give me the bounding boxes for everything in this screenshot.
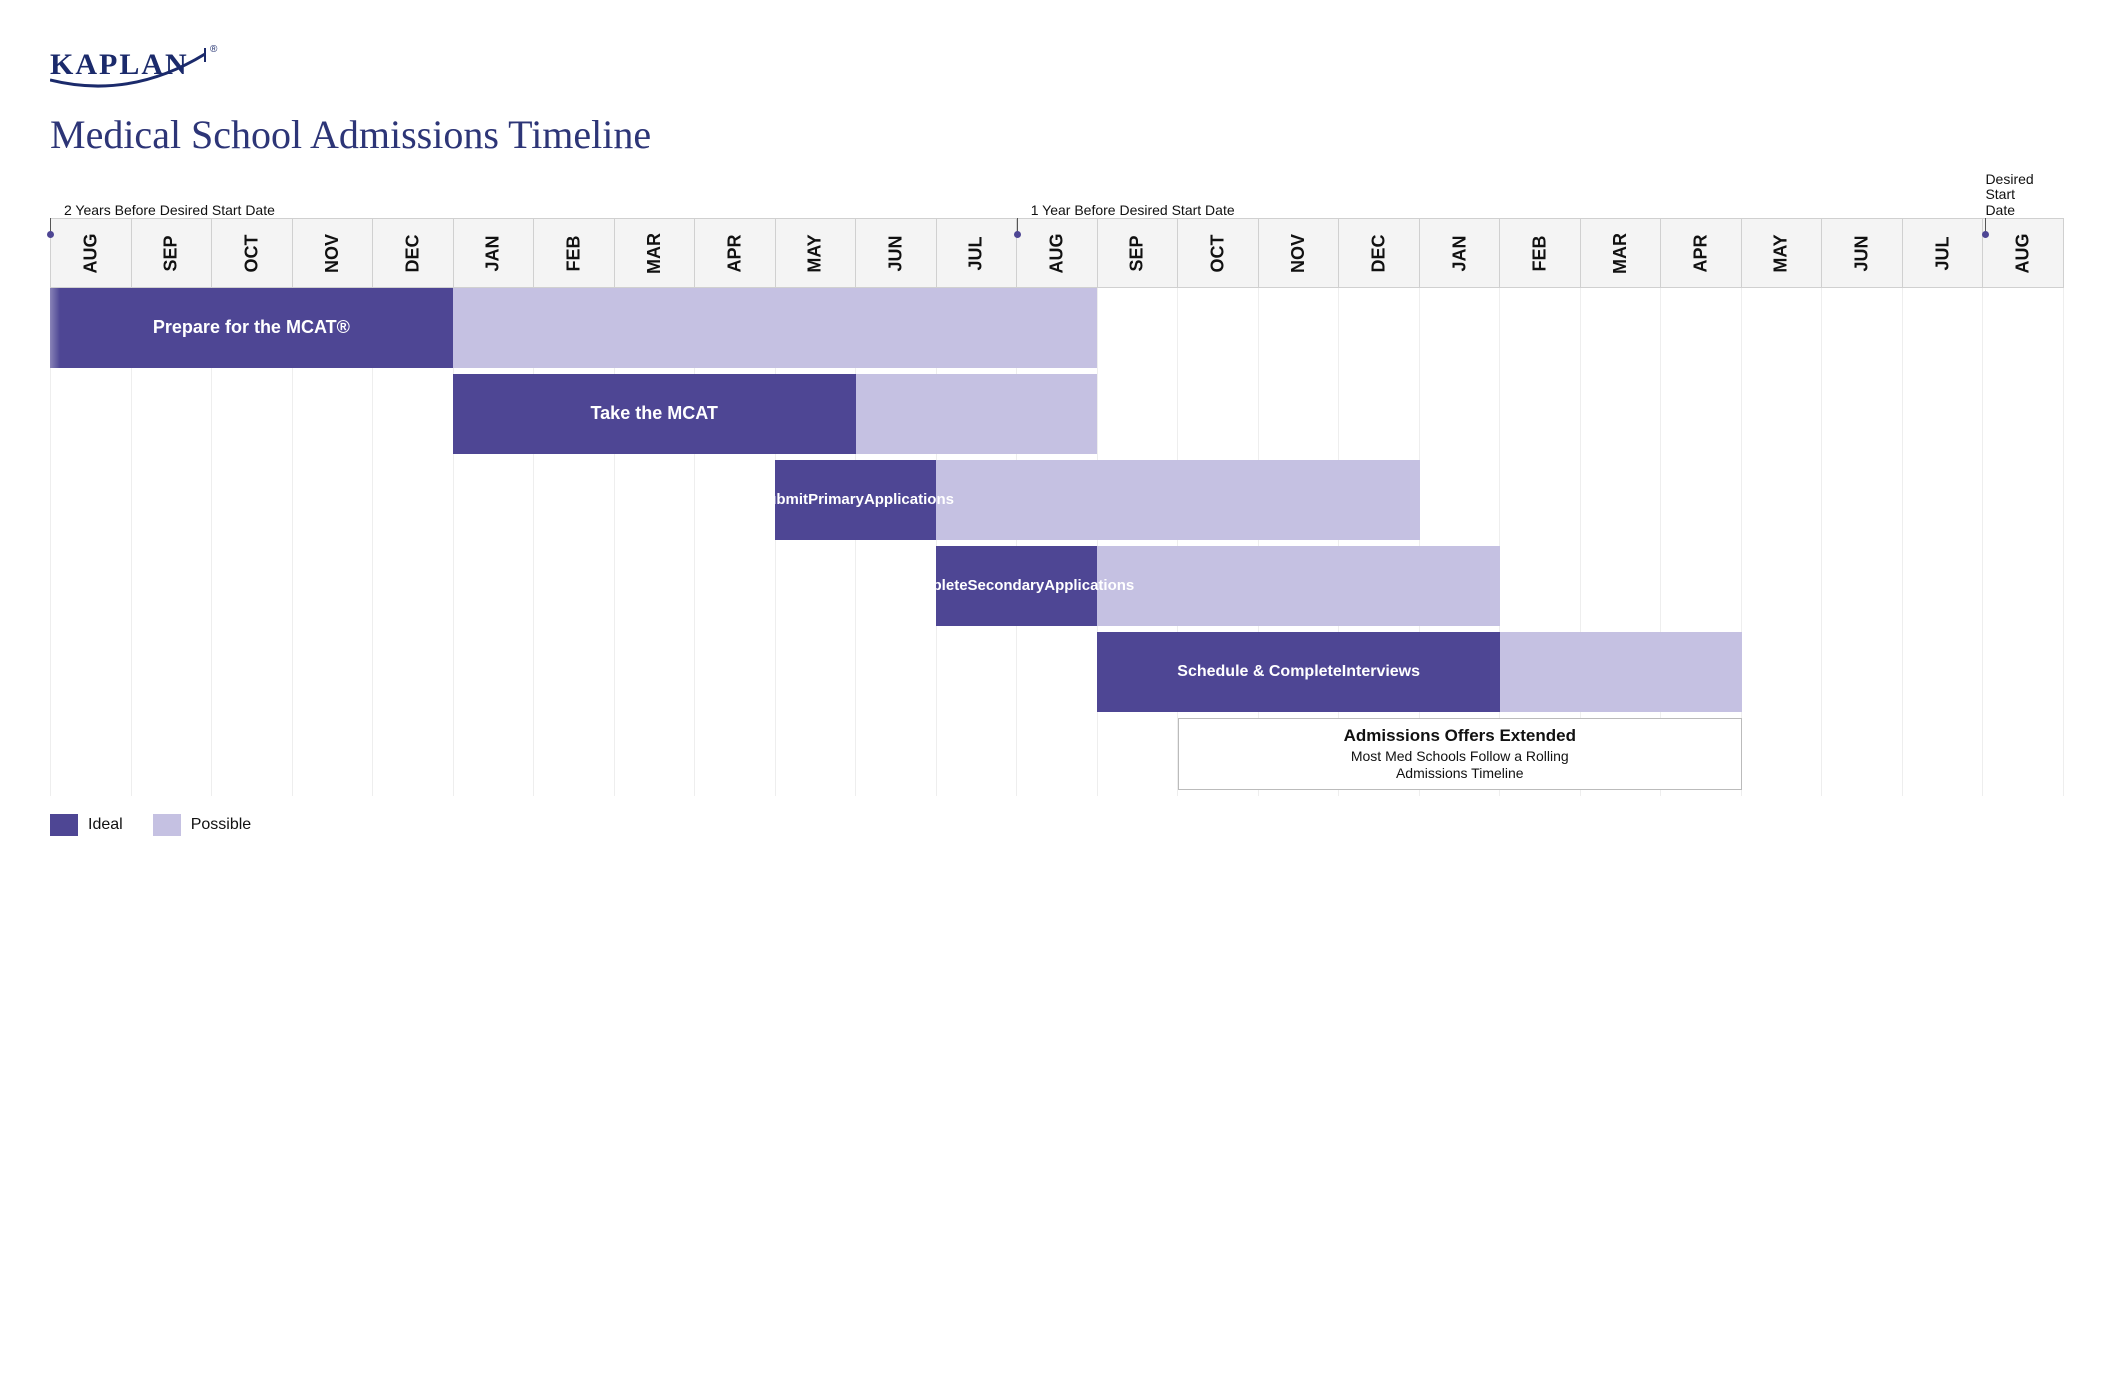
month-header-cell: SEP <box>1097 218 1178 288</box>
timeline-row: CompleteSecondaryApplications <box>50 546 2064 626</box>
month-header-cell: AUG <box>50 218 131 288</box>
legend-swatch-possible <box>153 814 181 836</box>
bar-ideal: Schedule & CompleteInterviews <box>1097 632 1500 712</box>
month-header-cell: FEB <box>533 218 614 288</box>
month-header-cell: MAR <box>1580 218 1661 288</box>
timeline-rows: Prepare for the MCAT®Take the MCATSubmit… <box>50 288 2064 790</box>
month-header-cell: JUL <box>936 218 1017 288</box>
registered-mark: ® <box>210 44 218 55</box>
bar-possible <box>453 288 1097 368</box>
month-header-cell: NOV <box>1258 218 1339 288</box>
timeline-marker: 1 Year Before Desired Start Date <box>1017 202 1235 218</box>
timeline-markers: 2 Years Before Desired Start Date 1 Year … <box>50 178 2064 218</box>
brand-logo: KAPLAN ® <box>50 40 2064 101</box>
timeline-row: Schedule & CompleteInterviews <box>50 632 2064 712</box>
bar-ideal: SubmitPrimaryApplications <box>775 460 936 540</box>
month-header-cell: NOV <box>292 218 373 288</box>
month-header-cell: AUG <box>1982 218 2064 288</box>
timeline-marker: 2 Years Before Desired Start Date <box>50 202 275 218</box>
month-header-cell: MAY <box>775 218 856 288</box>
month-header-cell: MAR <box>614 218 695 288</box>
month-header-cell: APR <box>694 218 775 288</box>
bar-possible <box>1500 632 1742 712</box>
month-header-cell: DEC <box>372 218 453 288</box>
brand-wordmark: KAPLAN <box>50 48 189 81</box>
legend-item-possible: Possible <box>153 814 251 836</box>
timeline-marker: DesiredStartDate <box>1985 172 2033 218</box>
legend-item-ideal: Ideal <box>50 814 123 836</box>
month-header-cell: OCT <box>1177 218 1258 288</box>
month-header-row: AUGSEPOCTNOVDECJANFEBMARAPRMAYJUNJULAUGS… <box>50 218 2064 288</box>
bar-possible <box>1097 546 1500 626</box>
month-header-cell: SEP <box>131 218 212 288</box>
timeline-row: Take the MCAT <box>50 374 2064 454</box>
legend: Ideal Possible <box>50 814 2064 836</box>
timeline-chart: 2 Years Before Desired Start Date 1 Year … <box>50 178 2064 796</box>
offers-box: Admissions Offers ExtendedMost Med Schoo… <box>1178 718 1742 790</box>
page-title: Medical School Admissions Timeline <box>50 111 2064 158</box>
bar-possible <box>856 374 1098 454</box>
month-header-cell: JUN <box>855 218 936 288</box>
month-header-cell: OCT <box>211 218 292 288</box>
month-header-cell: AUG <box>1016 218 1097 288</box>
month-header-cell: FEB <box>1499 218 1580 288</box>
legend-label-ideal: Ideal <box>88 816 123 834</box>
month-header-cell: JAN <box>1419 218 1500 288</box>
legend-swatch-ideal <box>50 814 78 836</box>
month-header-cell: MAY <box>1741 218 1822 288</box>
bar-ideal: CompleteSecondaryApplications <box>936 546 1097 626</box>
month-header-cell: JAN <box>453 218 534 288</box>
timeline-row: SubmitPrimaryApplications <box>50 460 2064 540</box>
bar-possible <box>936 460 1419 540</box>
timeline-row-offers: Admissions Offers ExtendedMost Med Schoo… <box>50 718 2064 790</box>
timeline-row: Prepare for the MCAT® <box>50 288 2064 368</box>
bar-ideal: Prepare for the MCAT® <box>50 288 453 368</box>
legend-label-possible: Possible <box>191 816 251 834</box>
month-header-cell: APR <box>1660 218 1741 288</box>
month-header-cell: JUL <box>1902 218 1983 288</box>
timeline-body: Prepare for the MCAT®Take the MCATSubmit… <box>50 288 2064 796</box>
bar-ideal: Take the MCAT <box>453 374 856 454</box>
month-header-cell: DEC <box>1338 218 1419 288</box>
offers-subtitle: Most Med Schools Follow a RollingAdmissi… <box>1351 748 1569 782</box>
offers-title: Admissions Offers Extended <box>1344 726 1576 746</box>
month-header-cell: JUN <box>1821 218 1902 288</box>
